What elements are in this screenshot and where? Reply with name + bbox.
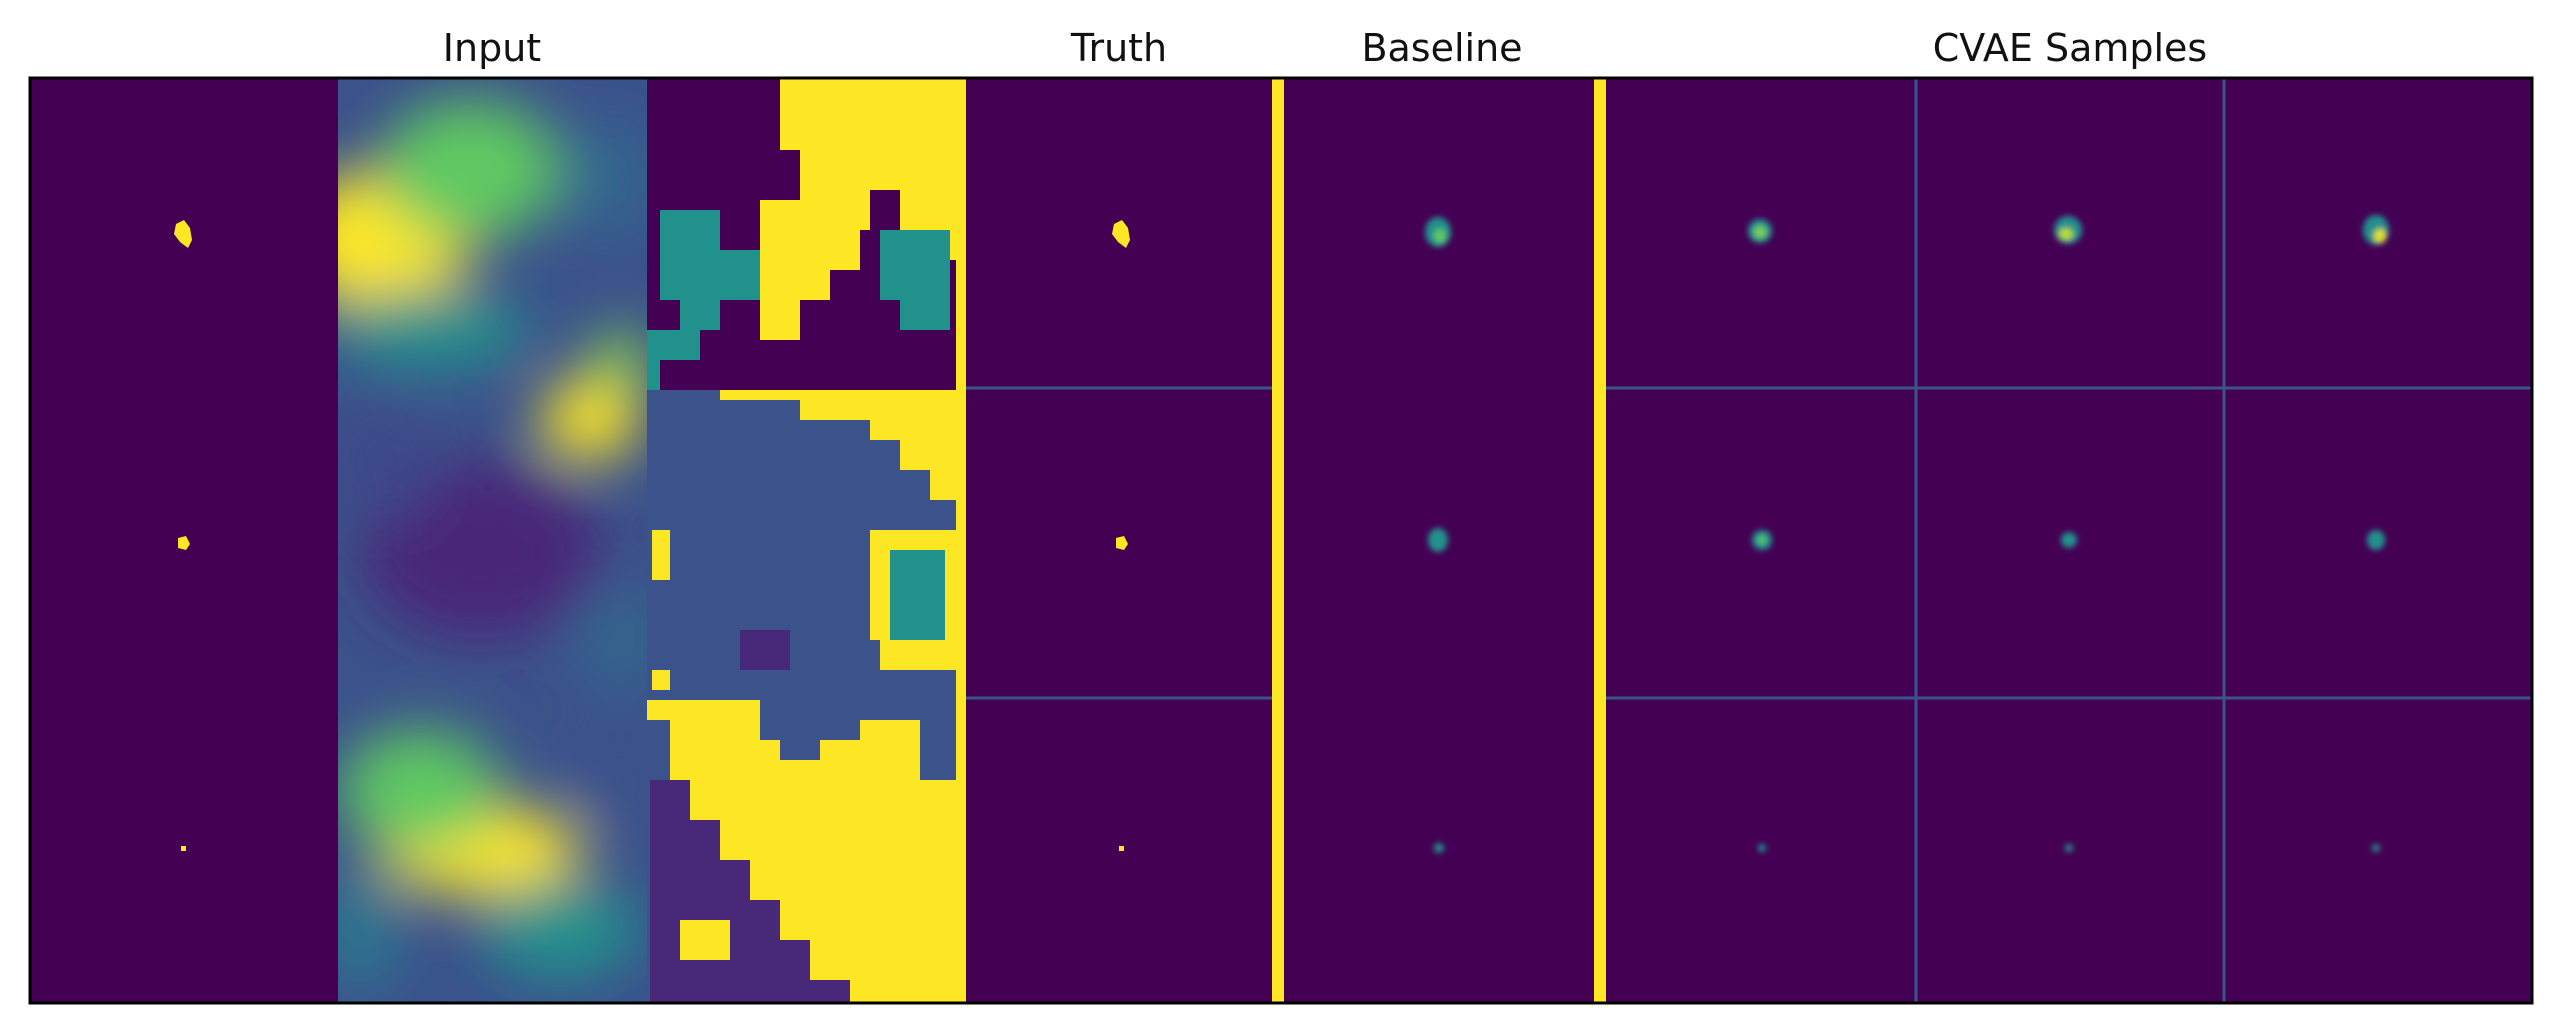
input-blob-row3 (181, 846, 186, 851)
panel-gridlines (966, 78, 2532, 1003)
title-cvae-samples: CVAE Samples (1932, 26, 2208, 70)
truth-blob-row3 (1119, 846, 1124, 851)
plot-frame (28, 76, 2534, 1005)
separator-1 (956, 78, 966, 1003)
input-blob-row2 (178, 536, 190, 550)
input-field-panel (338, 78, 647, 1003)
baseline-blobs (1425, 217, 1451, 853)
truth-blobs (174, 220, 1130, 851)
title-baseline: Baseline (1361, 26, 1523, 70)
separator-3 (1594, 78, 1606, 1003)
separator-2 (1272, 78, 1284, 1003)
input-blocky-panel (647, 78, 956, 1003)
input-blob-row1 (174, 220, 192, 248)
truth-blob-row2 (1116, 536, 1128, 550)
title-truth: Truth (1070, 26, 1168, 70)
cvae-blobs (1748, 215, 2389, 852)
truth-blob-row1 (1112, 220, 1130, 248)
title-input: Input (442, 26, 542, 70)
